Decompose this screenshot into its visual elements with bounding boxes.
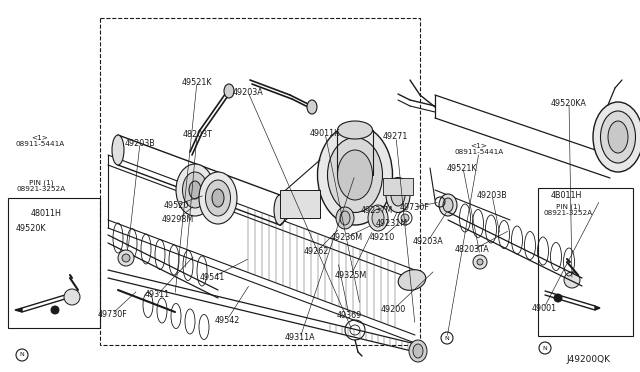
Text: 08911-5441A: 08911-5441A bbox=[15, 141, 64, 147]
Text: 49730F: 49730F bbox=[400, 203, 429, 212]
Bar bbox=[100, 18, 420, 345]
Text: 49541: 49541 bbox=[200, 273, 225, 282]
Ellipse shape bbox=[328, 138, 383, 212]
Text: 49203A: 49203A bbox=[412, 237, 443, 246]
Ellipse shape bbox=[337, 121, 372, 139]
Text: <1>: <1> bbox=[31, 135, 48, 141]
Ellipse shape bbox=[340, 211, 350, 225]
Ellipse shape bbox=[409, 340, 427, 362]
Ellipse shape bbox=[176, 164, 214, 216]
Circle shape bbox=[564, 272, 580, 288]
Text: 49325M: 49325M bbox=[335, 271, 367, 280]
Ellipse shape bbox=[212, 189, 224, 207]
Text: 4B011H: 4B011H bbox=[550, 191, 582, 200]
Ellipse shape bbox=[401, 214, 409, 222]
Text: 49298M: 49298M bbox=[162, 215, 194, 224]
Ellipse shape bbox=[274, 195, 286, 225]
Ellipse shape bbox=[368, 205, 388, 231]
Circle shape bbox=[554, 294, 562, 302]
Text: 08921-3252A: 08921-3252A bbox=[544, 210, 593, 216]
Bar bbox=[8, 198, 100, 328]
Circle shape bbox=[477, 259, 483, 265]
Circle shape bbox=[118, 250, 134, 266]
Text: N: N bbox=[20, 353, 24, 357]
Text: 49001: 49001 bbox=[531, 304, 557, 312]
Ellipse shape bbox=[224, 84, 234, 98]
Text: J49200QK: J49200QK bbox=[566, 356, 610, 365]
Text: 49210: 49210 bbox=[370, 233, 396, 242]
Text: 49203A: 49203A bbox=[233, 88, 264, 97]
Ellipse shape bbox=[398, 270, 426, 290]
Text: 49520K: 49520K bbox=[15, 224, 46, 233]
Bar bbox=[280, 190, 320, 218]
Text: 49231M: 49231M bbox=[376, 219, 408, 228]
Ellipse shape bbox=[199, 172, 237, 224]
Text: 49203B: 49203B bbox=[476, 191, 507, 200]
Circle shape bbox=[122, 254, 130, 262]
Polygon shape bbox=[15, 308, 22, 312]
Ellipse shape bbox=[386, 177, 410, 212]
Ellipse shape bbox=[112, 135, 124, 165]
Text: 48203TA: 48203TA bbox=[455, 246, 490, 254]
Ellipse shape bbox=[443, 198, 453, 212]
Text: 49203B: 49203B bbox=[124, 139, 155, 148]
Ellipse shape bbox=[205, 180, 230, 216]
Text: 48011H: 48011H bbox=[31, 209, 61, 218]
Text: 49542: 49542 bbox=[214, 316, 240, 325]
Circle shape bbox=[51, 306, 59, 314]
Ellipse shape bbox=[317, 125, 392, 225]
Text: 48203T: 48203T bbox=[182, 130, 212, 139]
Text: 49262: 49262 bbox=[304, 247, 330, 256]
Ellipse shape bbox=[608, 121, 628, 153]
Polygon shape bbox=[595, 306, 600, 310]
Ellipse shape bbox=[600, 111, 636, 163]
Text: 49237M: 49237M bbox=[360, 206, 392, 215]
Text: 49236M: 49236M bbox=[331, 233, 363, 242]
Text: 49730F: 49730F bbox=[97, 310, 127, 319]
Text: 49369: 49369 bbox=[336, 311, 362, 320]
Text: 49271: 49271 bbox=[383, 132, 408, 141]
Text: <1>: <1> bbox=[470, 143, 487, 149]
Ellipse shape bbox=[336, 207, 354, 229]
Text: 49521K: 49521K bbox=[447, 164, 477, 173]
Text: 49200: 49200 bbox=[381, 305, 406, 314]
Text: 49521K: 49521K bbox=[182, 78, 212, 87]
Text: N: N bbox=[543, 346, 547, 350]
Text: 49520: 49520 bbox=[163, 201, 189, 210]
Ellipse shape bbox=[391, 184, 405, 206]
Text: 08911-5441A: 08911-5441A bbox=[454, 149, 503, 155]
Text: 49311A: 49311A bbox=[284, 333, 315, 342]
Text: PIN (1): PIN (1) bbox=[556, 203, 580, 210]
Text: 49011K: 49011K bbox=[310, 129, 340, 138]
Text: PIN (1): PIN (1) bbox=[29, 179, 54, 186]
Circle shape bbox=[64, 289, 80, 305]
Text: N: N bbox=[445, 336, 449, 340]
Ellipse shape bbox=[439, 194, 457, 216]
Ellipse shape bbox=[307, 100, 317, 114]
Ellipse shape bbox=[593, 102, 640, 172]
Ellipse shape bbox=[372, 209, 384, 227]
Text: 08921-3252A: 08921-3252A bbox=[17, 186, 66, 192]
Ellipse shape bbox=[413, 344, 423, 358]
Ellipse shape bbox=[189, 181, 201, 199]
Bar bbox=[383, 178, 413, 195]
Circle shape bbox=[473, 255, 487, 269]
Text: 49311: 49311 bbox=[144, 290, 170, 299]
Ellipse shape bbox=[182, 172, 207, 208]
Ellipse shape bbox=[337, 150, 372, 200]
Bar bbox=[538, 188, 633, 336]
Text: 49520KA: 49520KA bbox=[550, 99, 586, 108]
